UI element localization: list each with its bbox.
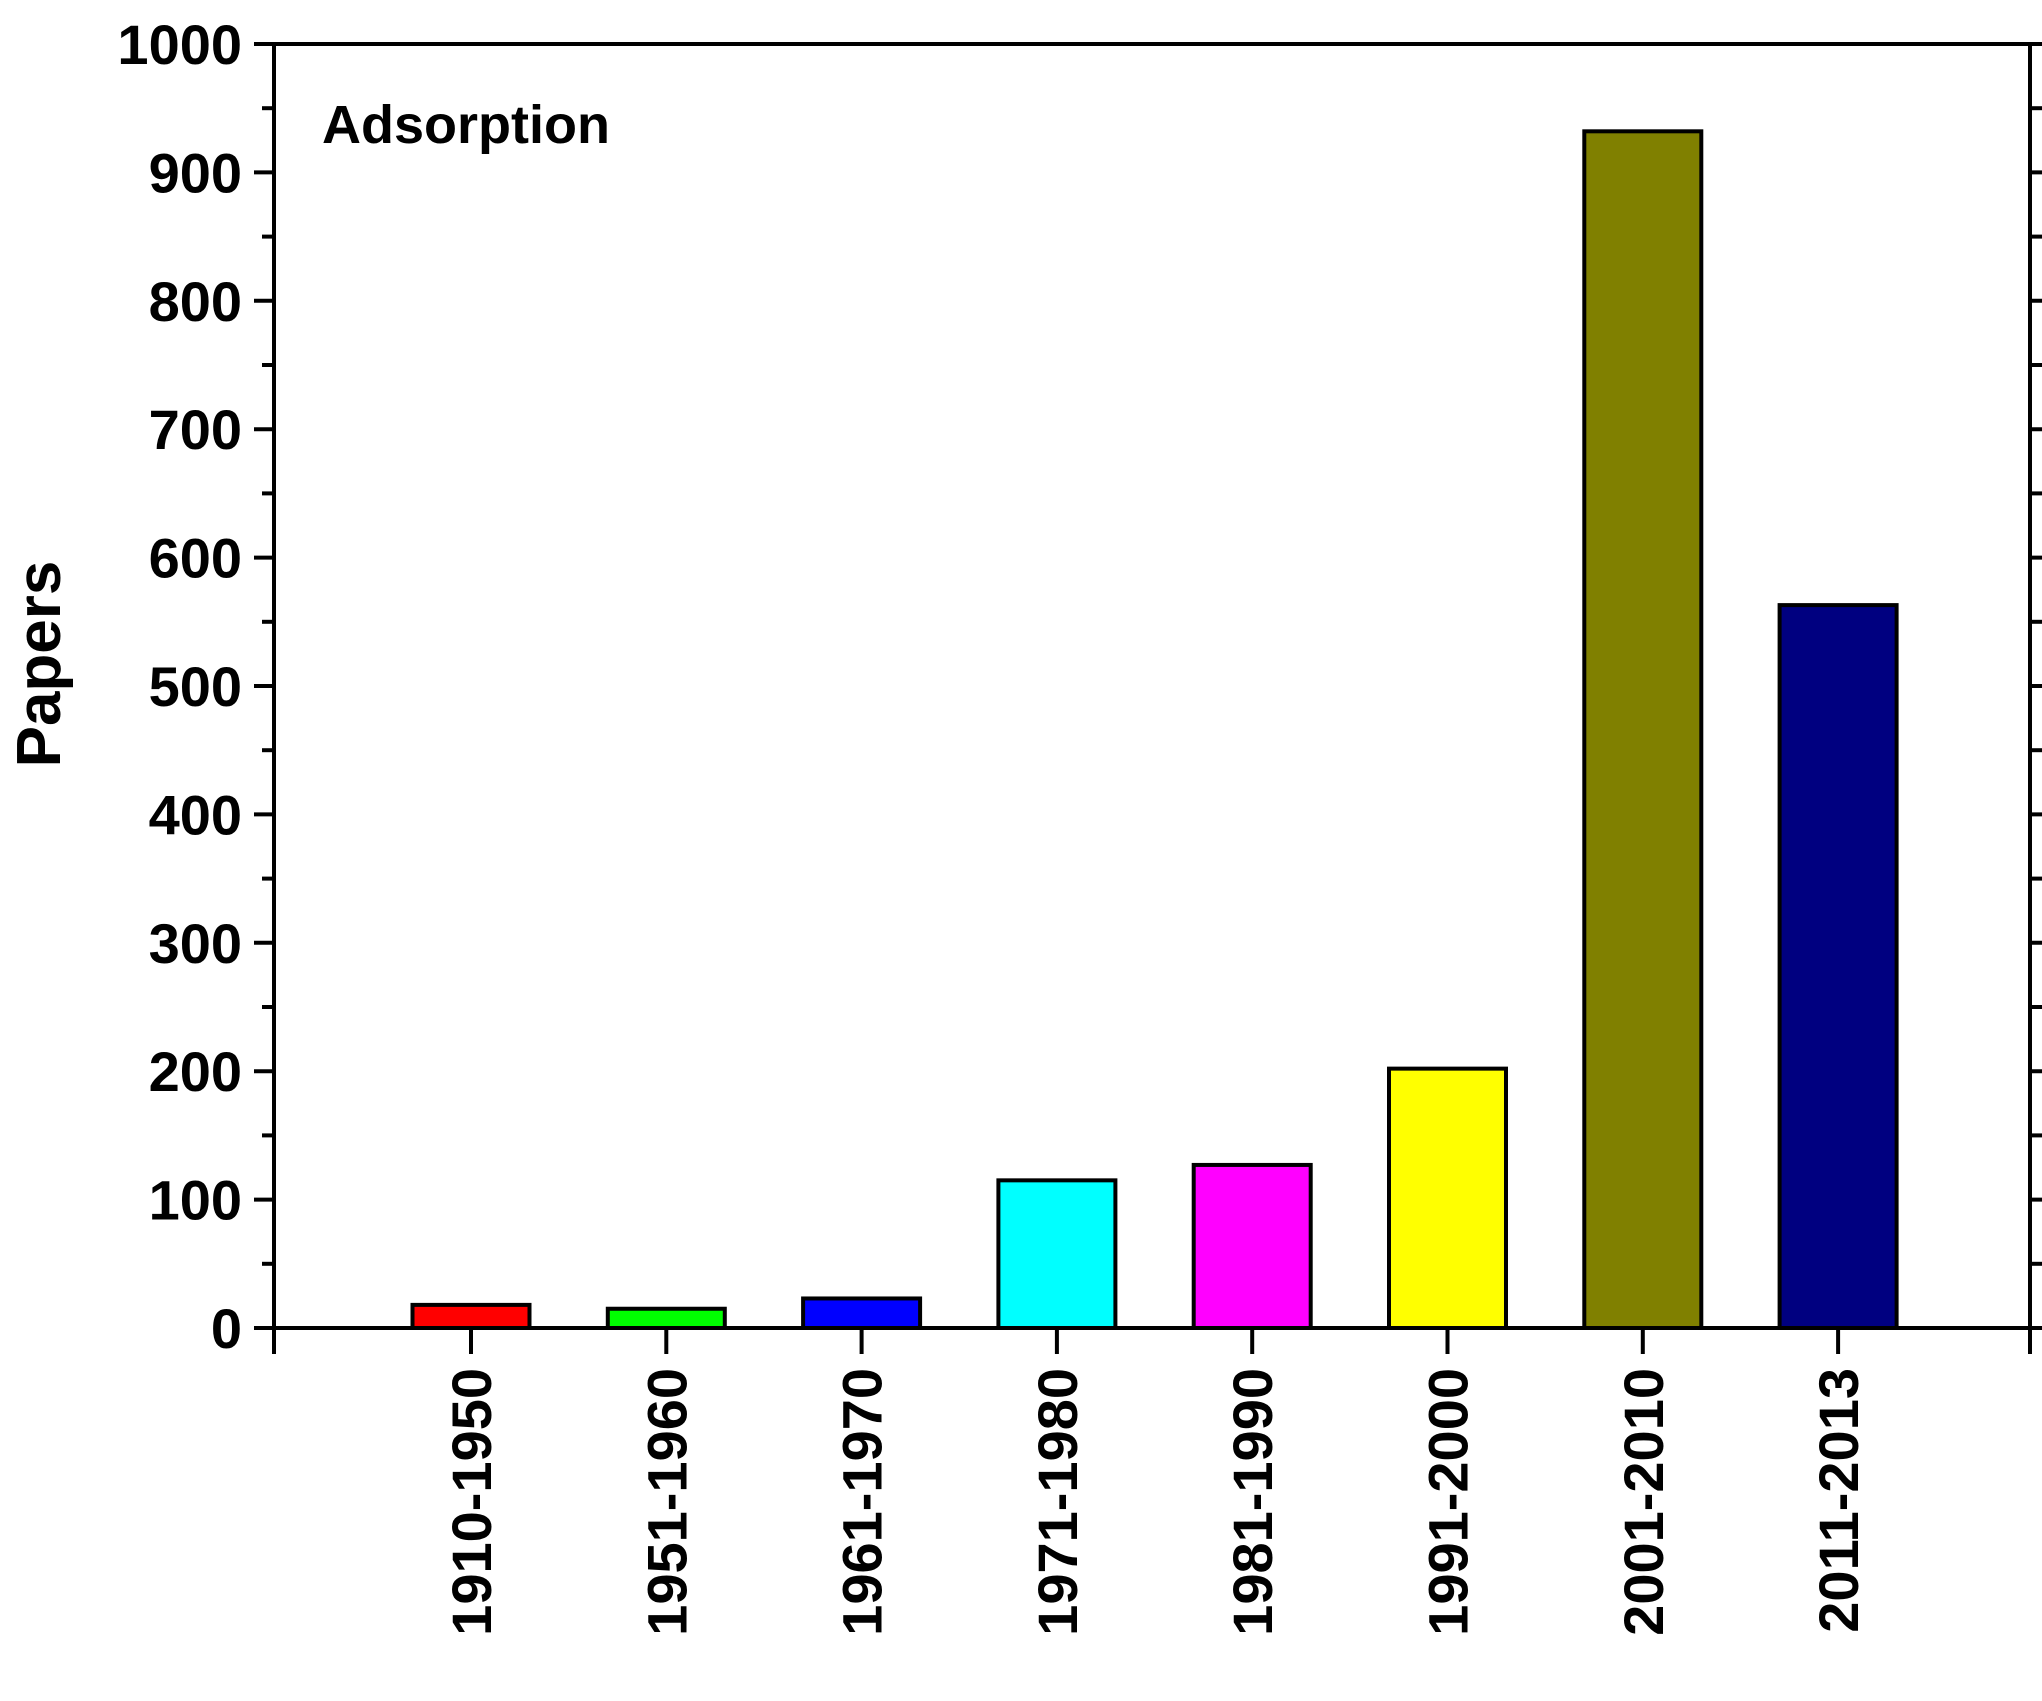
y-tick-label: 1000 xyxy=(117,13,242,76)
bar-2001-2010 xyxy=(1582,129,1704,1330)
bar-2011-2013 xyxy=(1777,603,1899,1330)
x-tick-label: 1991-2000 xyxy=(1417,1368,1480,1636)
y-tick-label: 600 xyxy=(149,527,242,590)
x-tick-label: 1981-1990 xyxy=(1221,1368,1284,1636)
y-tick-label: 400 xyxy=(149,783,242,846)
x-tick-label: 1951-1960 xyxy=(635,1368,698,1636)
y-axis: 0 100 200 300 400 500 600 700 800 900 1000 xyxy=(117,13,2042,1360)
y-tick-label: 700 xyxy=(149,398,242,461)
x-tick-label: 1910-1950 xyxy=(440,1368,503,1636)
y-tick-label: 200 xyxy=(149,1040,242,1103)
y-tick-label: 800 xyxy=(149,270,242,333)
y-axis-title: Papers xyxy=(5,561,74,768)
bar-1961-1970 xyxy=(801,1296,923,1331)
y-tick-label: 0 xyxy=(211,1297,242,1360)
plot-frame xyxy=(254,42,2032,1354)
x-tick-label: 1961-1970 xyxy=(831,1368,894,1636)
bar-1951-1960 xyxy=(605,1306,727,1330)
x-tick-label: 1971-1980 xyxy=(1026,1368,1089,1636)
y-tick-label: 900 xyxy=(149,141,242,204)
x-tick-label: 2011-2013 xyxy=(1807,1368,1870,1633)
bar-1971-1980 xyxy=(996,1178,1118,1330)
bar-1981-1990 xyxy=(1191,1162,1313,1330)
y-tick-label: 100 xyxy=(149,1169,242,1232)
y-tick-label: 300 xyxy=(149,912,242,975)
bars-group xyxy=(410,129,1899,1331)
bar-1910-1950 xyxy=(410,1302,532,1330)
chart-annotation: Adsorption xyxy=(322,95,610,155)
bar-1991-2000 xyxy=(1387,1066,1508,1330)
x-axis: 1910-1950 1951-1960 1961-1970 1971-1980 1981… xyxy=(440,1328,1870,1636)
y-tick-label: 500 xyxy=(149,655,242,718)
x-tick-label: 2001-2010 xyxy=(1612,1368,1675,1636)
